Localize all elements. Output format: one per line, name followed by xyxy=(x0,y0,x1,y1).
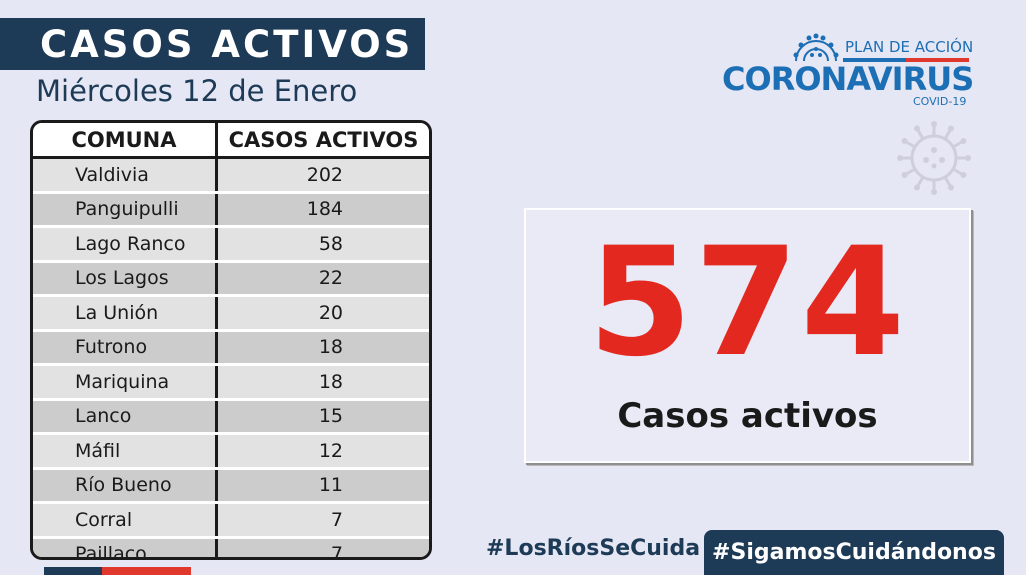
date-subtitle: Miércoles 12 de Enero xyxy=(36,74,358,108)
cell-casos: 58 xyxy=(216,226,429,263)
active-cases-card: 574 Casos activos xyxy=(524,208,971,463)
table-row: Río Bueno 11 xyxy=(33,468,429,504)
hashtag-sigamos: #SigamosCuidándonos xyxy=(712,540,996,565)
logo-underline xyxy=(843,58,969,62)
cell-comuna: Lago Ranco xyxy=(33,226,218,263)
cell-casos: 18 xyxy=(216,330,429,366)
table-row: Panguipulli 184 xyxy=(33,192,429,228)
flag-strip-blue xyxy=(44,567,102,575)
logo-subtitle: PLAN DE ACCIÓN xyxy=(845,38,974,56)
cases-table: COMUNA CASOS ACTIVOS Valdivia 202 Panguipu… xyxy=(30,120,432,560)
coronavirus-icon xyxy=(897,121,971,195)
cell-casos: 11 xyxy=(216,468,429,504)
cell-comuna: Valdivia xyxy=(33,157,218,194)
table-row: La Unión 20 xyxy=(33,295,429,332)
coronavirus-icon xyxy=(793,33,839,62)
cell-casos: 202 xyxy=(216,157,429,194)
cell-casos: 22 xyxy=(216,261,429,297)
table-row: Futrono 18 xyxy=(33,330,429,366)
cell-comuna: Futrono xyxy=(33,330,218,366)
cell-comuna: Mariquina xyxy=(33,364,218,401)
hashtag-los-rios: #LosRíosSeCuida xyxy=(486,536,701,561)
table-row: Máfil 12 xyxy=(33,433,429,470)
cell-comuna: Los Lagos xyxy=(33,261,218,297)
table-header-row: COMUNA CASOS ACTIVOS xyxy=(33,123,429,159)
column-header-comuna: COMUNA xyxy=(33,123,218,159)
cell-casos: 7 xyxy=(216,537,429,557)
title-banner: CASOS ACTIVOS xyxy=(0,18,425,70)
flag-strip-red xyxy=(102,567,191,575)
table-row: Corral 7 xyxy=(33,502,429,539)
cell-casos: 7 xyxy=(216,502,429,539)
table-row: Mariquina 18 xyxy=(33,364,429,401)
table-row: Paillaco 7 xyxy=(33,537,429,557)
cell-comuna: Paillaco xyxy=(33,537,218,557)
page-title: CASOS ACTIVOS xyxy=(40,22,414,66)
cell-comuna: Panguipulli xyxy=(33,192,218,228)
cell-comuna: La Unión xyxy=(33,295,218,332)
flag-strip xyxy=(44,567,191,575)
logo-title: CORONAVIRUS xyxy=(722,60,974,98)
table-row: Lanco 15 xyxy=(33,399,429,435)
cell-comuna: Río Bueno xyxy=(33,468,218,504)
cell-comuna: Corral xyxy=(33,502,218,539)
cell-casos: 15 xyxy=(216,399,429,435)
cell-casos: 184 xyxy=(216,192,429,228)
table-row: Lago Ranco 58 xyxy=(33,226,429,263)
cell-comuna: Máfil xyxy=(33,433,218,470)
cell-comuna: Lanco xyxy=(33,399,218,435)
table-row: Valdivia 202 xyxy=(33,157,429,194)
cell-casos: 18 xyxy=(216,364,429,401)
column-header-casos: CASOS ACTIVOS xyxy=(216,123,429,159)
cell-casos: 12 xyxy=(216,433,429,470)
active-cases-label: Casos activos xyxy=(617,396,878,436)
cell-casos: 20 xyxy=(216,295,429,332)
table-row: Los Lagos 22 xyxy=(33,261,429,297)
hashtag-sigamos-badge: #SigamosCuidándonos xyxy=(704,530,1004,575)
logo-covid-label: COVID-19 xyxy=(913,95,967,108)
active-cases-number: 574 xyxy=(587,216,908,390)
